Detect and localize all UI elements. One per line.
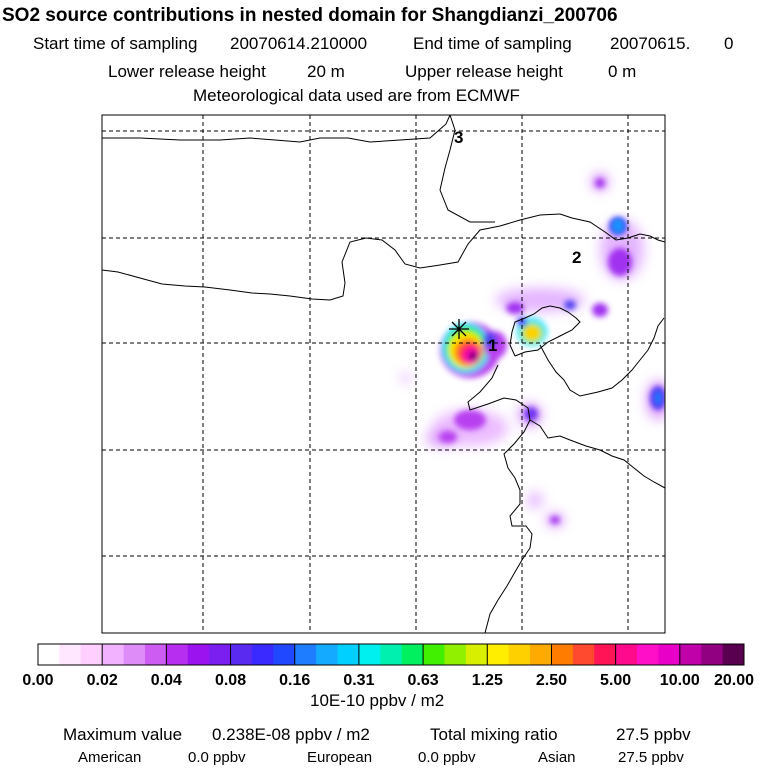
legend-swatch: [551, 644, 574, 665]
legend-swatch: [444, 644, 467, 665]
legend-tick-label: 0.02: [86, 672, 118, 689]
legend-swatch: [615, 644, 638, 665]
legend-swatch: [465, 644, 488, 665]
legend-tick-label: 0.04: [150, 672, 182, 689]
asian-label: Asian: [538, 749, 576, 766]
legend-swatch: [187, 644, 210, 665]
legend-swatch: [316, 644, 339, 665]
legend-tick-label: 20.00: [713, 672, 755, 689]
legend-swatch: [102, 644, 125, 665]
legend-swatch: [637, 644, 659, 665]
legend-tick-label: 0.63: [407, 672, 439, 689]
legend-swatch: [701, 644, 724, 665]
legend-tick-label: 0.31: [343, 672, 375, 689]
legend-swatch: [273, 644, 296, 665]
legend-swatch: [337, 644, 360, 665]
lower-release-label: Lower release height: [108, 62, 266, 81]
end-time-value: 20070615.: [610, 34, 691, 53]
station-asterisk-icon: [449, 319, 469, 339]
total-mixing-value: 27.5 ppbv: [616, 725, 691, 744]
total-mixing-label: Total mixing ratio: [430, 725, 558, 744]
legend-tick-label: 10.00: [659, 672, 700, 689]
legend-tick-label: 5.00: [600, 672, 632, 689]
legend-swatch: [209, 644, 232, 665]
legend-swatch: [80, 644, 103, 665]
upper-release-value: 0 m: [608, 62, 637, 81]
max-value-label: Maximum value: [63, 725, 183, 744]
end-time-value-suffix: 0: [724, 34, 734, 53]
legend-swatch: [530, 644, 552, 665]
american-value: 0.0 ppbv: [188, 749, 246, 766]
lower-release-value: 20 m: [307, 62, 345, 81]
legend-tick-label: 2.50: [535, 672, 568, 689]
upper-release-label: Upper release height: [405, 62, 563, 81]
legend-swatch: [251, 644, 274, 665]
map-frame: [101, 114, 666, 634]
legend-swatch: [294, 644, 317, 665]
legend-swatch: [401, 644, 424, 665]
legend-swatch: [722, 644, 745, 665]
concentration-field: [401, 173, 665, 527]
marker-label-3: 3: [454, 128, 463, 147]
european-label: European: [307, 749, 373, 766]
legend-tick-label: 0.16: [279, 672, 311, 689]
met-data-line: Meteorological data used are from ECMWF: [193, 86, 520, 105]
legend-swatch: [423, 644, 445, 665]
legend-swatch: [166, 644, 189, 665]
plot-title: SO2 source contributions in nested domai…: [2, 5, 618, 26]
legend-frame: [37, 643, 745, 666]
marker-label-1: 1: [488, 336, 497, 355]
legend-swatch: [508, 644, 531, 665]
legend-tick-label: 0.08: [214, 672, 247, 689]
legend-swatch: [59, 644, 82, 665]
legend-swatch: [230, 644, 253, 665]
american-label: American: [78, 749, 142, 766]
legend-swatch: [144, 644, 167, 665]
legend-swatch: [123, 644, 146, 665]
legend-swatch: [358, 644, 381, 665]
start-time-value: 20070614.210000: [230, 34, 368, 53]
legend-swatch: [487, 644, 510, 665]
legend-unit: 10E-10 ppbv / m2: [310, 691, 445, 710]
legend-swatch: [38, 644, 60, 665]
marker-label-2: 2: [572, 248, 581, 267]
legend-swatch: [572, 644, 595, 665]
european-value: 0.0 ppbv: [418, 749, 476, 766]
coastlines: [102, 115, 665, 633]
legend-tick-label: 0.00: [22, 672, 54, 689]
end-time-label: End time of sampling: [413, 34, 572, 53]
asian-value: 27.5 ppbv: [618, 749, 684, 766]
legend-swatch: [658, 644, 681, 665]
start-time-label: Start time of sampling: [33, 34, 198, 53]
max-value: 0.238E-08 ppbv / m2: [212, 725, 370, 744]
legend-swatch: [594, 644, 617, 665]
legend-tick-label: 1.25: [471, 672, 503, 689]
legend-swatch: [380, 644, 403, 665]
legend-swatch: [679, 644, 702, 665]
lat-lon-grid: [102, 115, 665, 633]
color-legend-bar: [37, 643, 745, 666]
